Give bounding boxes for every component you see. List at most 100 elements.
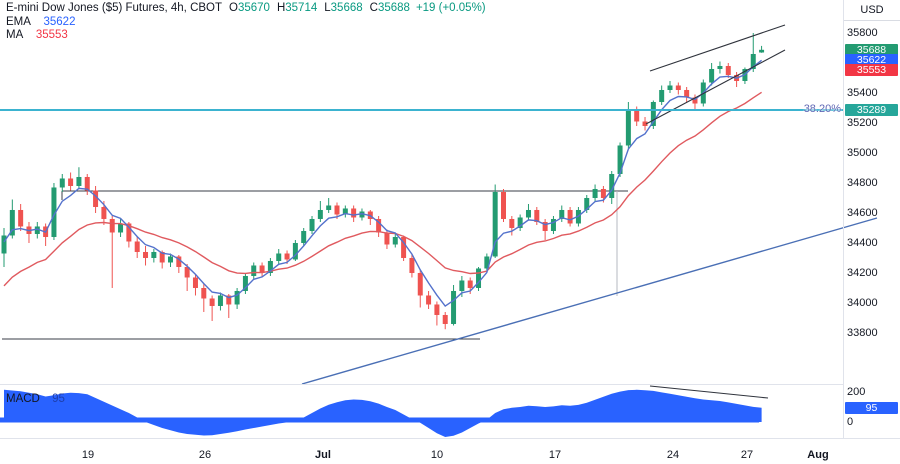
candle-body [426, 295, 432, 305]
candle-body [251, 265, 257, 276]
price-axis-label: 35800 [847, 26, 878, 39]
candle-body [342, 208, 348, 215]
candle-body [642, 121, 648, 126]
time-tick-10: 10 [430, 449, 444, 461]
price-axis-label: 34000 [847, 296, 878, 309]
price-axis-label: 34200 [847, 266, 878, 279]
candle-body [176, 256, 182, 267]
candle-body [484, 256, 490, 269]
candle-body [451, 290, 457, 324]
time-tick-24: 24 [666, 449, 680, 461]
candle-body [143, 251, 149, 258]
candle-body [242, 275, 248, 291]
candle-body [184, 266, 190, 278]
candle-body [159, 251, 165, 263]
time-tick-Jul: Jul [315, 449, 331, 461]
candle-body [459, 280, 465, 291]
price-axis-label: 33800 [847, 326, 878, 339]
candle-body [401, 236, 407, 258]
candle-body [309, 218, 315, 231]
candle-body [417, 272, 423, 296]
wedge-lower-line [645, 49, 786, 125]
candle-body [126, 223, 132, 242]
candle-body [34, 226, 40, 234]
candle-body [467, 280, 473, 288]
candle-body [525, 209, 531, 218]
candle-body [201, 287, 207, 299]
candle-body [217, 295, 223, 306]
candle-body [384, 232, 390, 245]
price-axis-label: 34400 [847, 236, 878, 249]
candle-body [442, 314, 448, 324]
price-badge-35553: 35553 [845, 64, 898, 77]
price-axis-label: 35400 [847, 86, 878, 99]
candle-body [9, 209, 15, 236]
price-badge-35289: 35289 [845, 103, 898, 116]
macd-axis-label: 0 [847, 416, 854, 428]
candle-body [84, 176, 90, 191]
time-tick-19: 19 [81, 449, 95, 461]
price-badge-35688: 35688 [845, 43, 898, 56]
candle-body [267, 260, 273, 273]
candle-body [276, 253, 282, 261]
price-axis-label: 35200 [847, 116, 878, 129]
candle-body [492, 191, 498, 257]
candle-body [501, 191, 506, 219]
candle-body [592, 188, 598, 198]
candle-body [209, 298, 215, 306]
candle-body [51, 187, 57, 237]
candle-body [317, 209, 323, 219]
time-tick-Aug: Aug [807, 449, 829, 461]
candle-body [750, 53, 756, 69]
candle-body [334, 205, 340, 215]
candle-body [542, 221, 548, 231]
candle-body [326, 205, 332, 210]
candle-body [534, 209, 540, 222]
time-tick-27: 27 [740, 449, 754, 461]
candle-body [675, 85, 681, 90]
ma-line [3, 91, 762, 287]
candle-body [517, 217, 523, 228]
time-tick-17: 17 [548, 449, 562, 461]
price-axis-label: 34600 [847, 206, 878, 219]
candle-body [717, 65, 723, 69]
candle-body [376, 218, 382, 233]
candle-body [18, 209, 24, 227]
candle-body [609, 173, 615, 198]
price-badge-35622: 35622 [845, 53, 898, 66]
candle-body [101, 206, 107, 219]
candle-body [134, 241, 140, 252]
candle-body [600, 188, 606, 198]
time-tick-26: 26 [198, 449, 212, 461]
candle-body [351, 208, 357, 218]
price-axis-label: 35000 [847, 146, 878, 159]
candle-body [226, 295, 232, 305]
candle-body [559, 209, 565, 219]
macd-value-badge: 95 [845, 401, 898, 414]
candle-body [359, 211, 365, 218]
macd-area [4, 389, 762, 437]
candle-body [109, 218, 115, 233]
candle-body [392, 236, 398, 245]
candle-body [659, 89, 665, 102]
candle-body [234, 290, 240, 305]
candle-body [692, 97, 698, 104]
candle-body [118, 223, 124, 233]
candle-body [93, 190, 99, 207]
candle-body [634, 109, 640, 122]
candle-body [550, 218, 556, 231]
currency-label: USD [844, 0, 900, 21]
price-axis-label: 34800 [847, 176, 878, 189]
candle-body [259, 265, 265, 273]
candle-body [192, 277, 198, 288]
candle-body [59, 178, 65, 188]
candle-body [301, 230, 307, 243]
candle-body [709, 68, 715, 83]
wedge-upper-line [649, 24, 786, 72]
candle-body [409, 257, 415, 273]
macd-divergence-line [649, 385, 769, 399]
